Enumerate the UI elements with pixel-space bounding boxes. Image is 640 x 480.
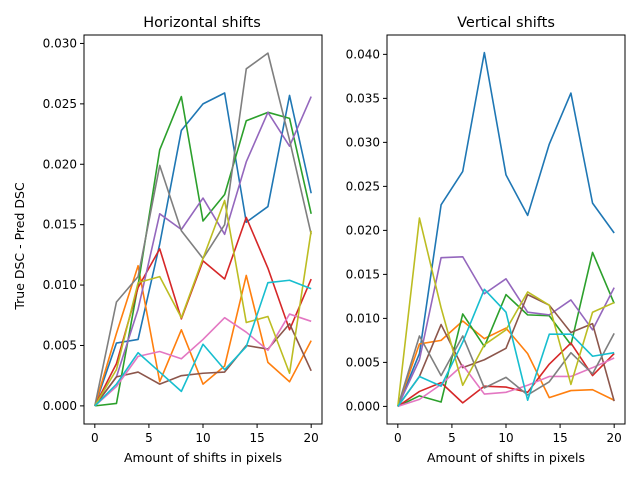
y-tick-label: 0.030 <box>43 36 77 50</box>
y-tick-label: 0.020 <box>346 223 380 237</box>
vertical-shifts-panel: Vertical shifts Amount of shifts in pixe… <box>346 15 626 465</box>
y-tick-label: 0.000 <box>346 399 380 413</box>
series-line-5 <box>397 255 615 407</box>
series-line-5 <box>94 96 312 407</box>
series-line-6 <box>397 293 615 407</box>
panel-title: Horizontal shifts <box>143 15 261 31</box>
series-line-3 <box>397 251 615 408</box>
panel-title: Vertical shifts <box>457 15 555 31</box>
y-tick-label: 0.040 <box>346 47 380 61</box>
series-line-3 <box>94 95 312 407</box>
horizontal-shifts-panel: Horizontal shifts True DSC - Pred DSC Am… <box>12 15 323 465</box>
x-tick-label: 15 <box>552 431 567 445</box>
series-line-9 <box>94 199 312 407</box>
y-tick-label: 0.015 <box>43 218 77 232</box>
y-tick-label: 0.025 <box>346 179 380 193</box>
y-tick-label: 0.035 <box>346 91 380 105</box>
x-tick-label: 20 <box>607 431 622 445</box>
series-line-9 <box>397 217 615 407</box>
x-tick-label: 10 <box>195 431 210 445</box>
series-line-7 <box>397 357 615 408</box>
series-line-6 <box>94 322 312 407</box>
plot-area: 0 5 10 15 20 0.000 0.005 0.010 0.015 0.020 0.025 0.… <box>43 34 323 445</box>
series-line-2 <box>94 264 312 407</box>
series-line-10 <box>94 279 312 407</box>
x-tick-label: 10 <box>498 431 513 445</box>
series-line-1 <box>397 51 615 407</box>
x-tick-label: 5 <box>145 431 153 445</box>
y-tick-label: 0.005 <box>43 338 77 352</box>
x-tick-label: 5 <box>448 431 456 445</box>
series-line-7 <box>94 313 312 407</box>
y-axis-label: True DSC - Pred DSC <box>12 182 27 311</box>
y-tick-label: 0.030 <box>346 135 380 149</box>
y-tick-label: 0.000 <box>43 399 77 413</box>
series-line-1 <box>94 92 312 407</box>
series-line-4 <box>397 342 615 408</box>
plot-area: 0 5 10 15 20 0.000 0.005 0.010 0.015 0.020 0.025 0.… <box>346 34 626 445</box>
x-tick-label: 0 <box>91 431 99 445</box>
x-tick-label: 15 <box>249 431 264 445</box>
x-axis-label: Amount of shifts in pixels <box>427 450 585 465</box>
x-axis-label: Amount of shifts in pixels <box>124 450 282 465</box>
y-tick-label: 0.015 <box>346 267 380 281</box>
x-tick-label: 0 <box>394 431 402 445</box>
x-tick-label: 20 <box>304 431 319 445</box>
y-tick-label: 0.020 <box>43 157 77 171</box>
y-tick-label: 0.010 <box>43 278 77 292</box>
y-tick-label: 0.005 <box>346 355 380 369</box>
y-tick-label: 0.010 <box>346 311 380 325</box>
series-line-10 <box>397 288 615 407</box>
y-tick-label: 0.025 <box>43 97 77 111</box>
